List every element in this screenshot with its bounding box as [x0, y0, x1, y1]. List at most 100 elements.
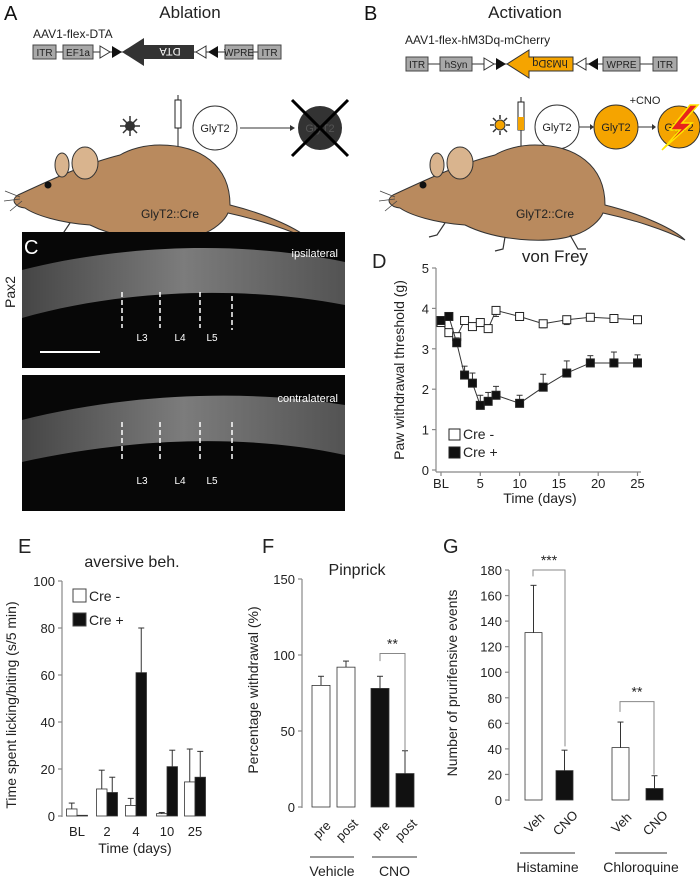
data-point — [562, 315, 572, 325]
dta-label: DTA — [159, 45, 181, 57]
bar-label: pre — [310, 818, 334, 842]
bar-cre-minus — [125, 805, 137, 817]
y-tick-label: 40 — [41, 715, 55, 730]
data-point — [609, 358, 619, 368]
itr-label: ITR — [657, 60, 673, 71]
data-point — [491, 305, 501, 315]
y-tick-label: 0 — [48, 809, 55, 824]
legend-label: Cre - — [463, 426, 494, 442]
itr-label: ITR — [261, 48, 277, 59]
x-tick-label: 5 — [477, 476, 484, 491]
cell-label: GlyT2 — [200, 123, 229, 135]
data-point — [585, 312, 595, 322]
significance-bracket — [379, 652, 406, 751]
panel-c: C Pax2 ipsilateral contralateral L3 L4 L… — [2, 232, 345, 511]
bar-cre-minus — [184, 781, 196, 817]
segment-label: L5 — [206, 476, 218, 487]
construct-name: AAV1-flex-hM3Dq-mCherry — [405, 33, 550, 47]
y-tick-label: 40 — [488, 742, 502, 757]
panel-label: G — [443, 536, 459, 558]
series-cre-minus — [436, 305, 642, 342]
y-tick-label: 80 — [488, 691, 502, 706]
active-cell-label: GlyT2 — [601, 122, 630, 134]
x-tick-label: BL — [433, 476, 449, 491]
wpre-label: WPRE — [224, 48, 254, 59]
y-tick-label: 0 — [422, 463, 429, 478]
y-tick-label: 150 — [273, 572, 295, 587]
promoter-box — [62, 44, 94, 60]
bar — [645, 788, 664, 801]
y-tick-label: 60 — [41, 668, 55, 683]
segment-label: L3 — [136, 476, 148, 487]
bar-label: Veh — [521, 810, 547, 836]
data-point — [633, 315, 642, 325]
hm3dq-arrow — [506, 49, 574, 79]
bar-cre-minus — [156, 813, 168, 817]
y-tick-label: 20 — [488, 767, 502, 782]
bar-label: pre — [369, 818, 393, 842]
itr-label: ITR — [409, 60, 425, 71]
panel-label: D — [372, 251, 386, 273]
bar-cre-plus — [76, 814, 88, 817]
bar-label: Veh — [608, 810, 634, 836]
data-point — [452, 338, 462, 348]
cell-label: GlyT2 — [542, 122, 571, 134]
promoter-label: EF1a — [66, 48, 90, 59]
x-tick-label: 25 — [630, 476, 644, 491]
panel-label: A — [4, 3, 18, 25]
sun-icon — [490, 115, 510, 135]
panel-label: F — [262, 536, 274, 558]
significance-bracket — [619, 701, 655, 775]
itr-label: ITR — [36, 48, 52, 59]
data-point — [609, 314, 619, 323]
panel-label: B — [364, 3, 377, 25]
mouse-illustration — [378, 144, 686, 252]
syringe-icon — [174, 95, 182, 155]
x-axis-label: Time (days) — [503, 490, 576, 506]
panel-label: C — [24, 237, 38, 259]
y-axis-label: Paw withdrawal threshold (g) — [391, 280, 407, 460]
panel-b: B Activation AAV1-flex-hM3Dq-mCherry ITR… — [364, 3, 700, 252]
y-tick-label: 4 — [422, 301, 429, 316]
y-tick-label: 20 — [41, 762, 55, 777]
y-tick-label: 0 — [495, 793, 502, 808]
y-axis-label: Number of prurifensive events — [444, 590, 460, 777]
cell-circle — [192, 105, 238, 151]
panel-g-chart: G 0 20 40 60 80 100 120 140 160 180 Number of pruri… — [443, 536, 679, 875]
y-axis-label: Percentage withdrawal (%) — [245, 606, 261, 773]
x-tick-label: 20 — [591, 476, 605, 491]
bar — [311, 685, 331, 808]
bar — [336, 666, 356, 808]
group-label: Histamine — [516, 859, 578, 875]
data-point — [538, 382, 548, 392]
legend-label: Cre - — [89, 588, 120, 604]
series-cre-plus — [436, 311, 642, 410]
y-tick-label: 3 — [422, 342, 429, 357]
data-point — [633, 358, 642, 368]
x-tick-label: 10 — [512, 476, 526, 491]
panel-title: Ablation — [159, 3, 220, 22]
group-label: Vehicle — [309, 863, 354, 879]
group-label: Chloroquine — [603, 859, 679, 875]
x-tick-label: 2 — [103, 824, 110, 839]
hm3dq-label: hM3Dq — [532, 57, 567, 69]
legend-label: Cre + — [89, 612, 124, 628]
itr-box — [32, 44, 57, 60]
x-axis-label: Time (days) — [98, 840, 171, 856]
group-label: CNO — [379, 863, 410, 879]
bar-label: CNO — [640, 807, 671, 838]
y-tick-label: 80 — [41, 621, 55, 636]
legend-swatch — [448, 446, 461, 459]
construct-name: AAV1-flex-DTA — [33, 27, 113, 41]
data-point — [444, 311, 454, 321]
significance-marker: ** — [632, 684, 643, 700]
y-tick-label: 100 — [273, 648, 295, 663]
cross-icon — [290, 98, 350, 158]
bar-cre-plus — [194, 776, 206, 817]
wpre-label: WPRE — [607, 60, 637, 71]
y-tick-label: 100 — [480, 665, 502, 680]
bar-cre-plus — [166, 766, 178, 817]
